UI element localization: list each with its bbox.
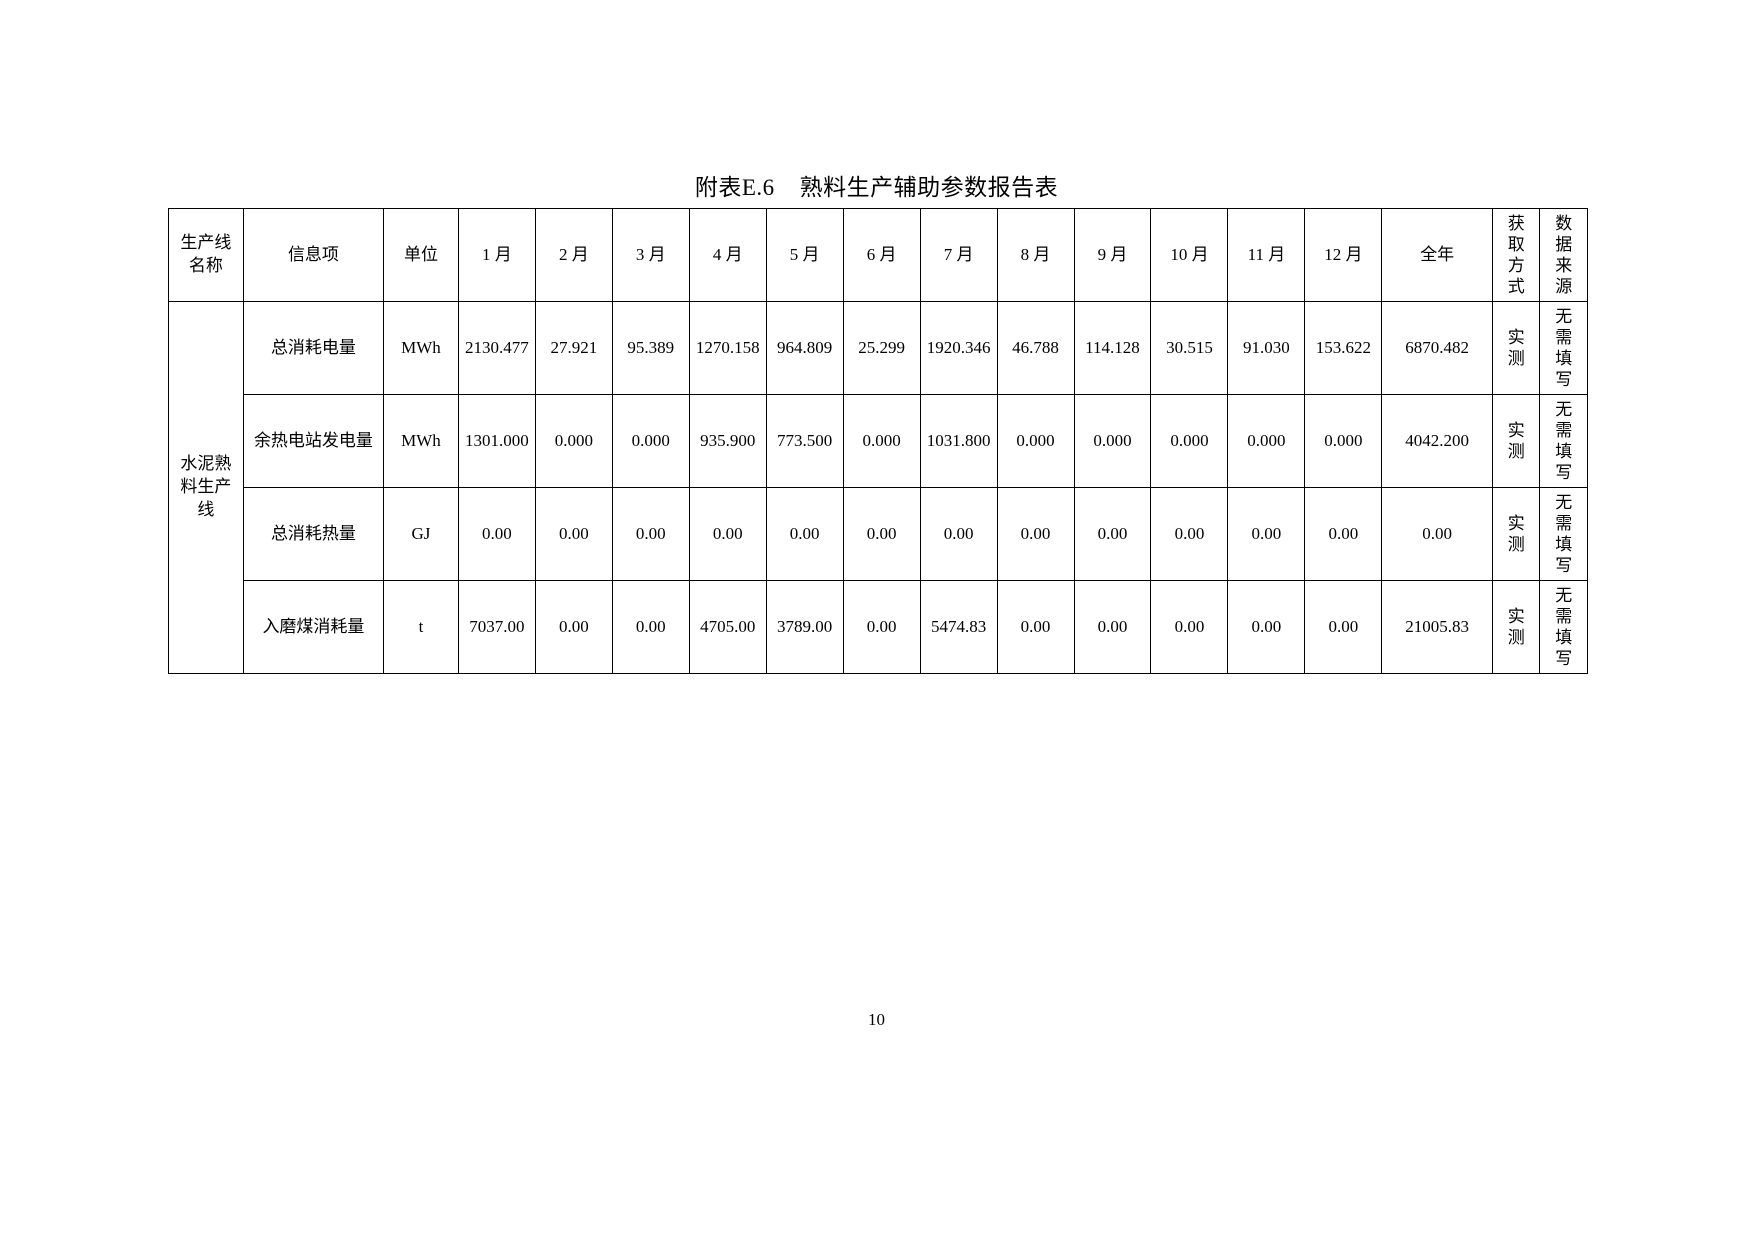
cell-month-3: 0.00 bbox=[611, 580, 690, 674]
header-month-5: 5 月 bbox=[765, 208, 844, 302]
table-body: 水泥熟料生产线 总消耗电量 MWh 2130.477 27.921 95.389… bbox=[168, 301, 1588, 674]
header-unit: 单位 bbox=[383, 208, 459, 302]
cell-month-4: 1270.158 bbox=[688, 301, 767, 395]
header-month-7: 7 月 bbox=[919, 208, 998, 302]
report-table-container: 生产线名称 信息项 单位 1 月 2 月 3 月 4 月 5 月 6 月 7 月… bbox=[168, 208, 1588, 674]
header-month-10: 10 月 bbox=[1150, 208, 1229, 302]
header-month-12: 12 月 bbox=[1304, 208, 1383, 302]
cell-month-2: 0.00 bbox=[534, 580, 613, 674]
cell-data-source: 无需填写 bbox=[1539, 394, 1588, 488]
cell-month-3: 0.00 bbox=[611, 487, 690, 581]
page-title: 附表E.6 熟料生产辅助参数报告表 bbox=[694, 175, 1059, 200]
row-info-item: 余热电站发电量 bbox=[242, 394, 385, 488]
header-info-item: 信息项 bbox=[242, 208, 385, 302]
cell-month-9: 0.00 bbox=[1073, 580, 1152, 674]
header-month-3: 3 月 bbox=[611, 208, 690, 302]
table-row: 总消耗热量 GJ 0.00 0.00 0.00 0.00 0.00 0.00 0… bbox=[169, 487, 1588, 581]
row-info-item: 入磨煤消耗量 bbox=[242, 580, 385, 674]
row-info-item: 总消耗电量 bbox=[242, 301, 385, 395]
cell-month-1: 0.00 bbox=[457, 487, 536, 581]
cell-month-2: 0.000 bbox=[534, 394, 613, 488]
cell-month-1: 7037.00 bbox=[457, 580, 536, 674]
cell-month-7: 0.00 bbox=[919, 487, 998, 581]
row-unit: GJ bbox=[383, 487, 459, 581]
cell-data-source: 无需填写 bbox=[1539, 301, 1588, 395]
cell-month-12: 0.00 bbox=[1304, 580, 1383, 674]
cell-full-year: 6870.482 bbox=[1381, 301, 1494, 395]
header-data-source: 数据来源 bbox=[1539, 208, 1588, 302]
cell-month-2: 27.921 bbox=[534, 301, 613, 395]
cell-acquisition-method: 实测 bbox=[1492, 301, 1541, 395]
cell-month-8: 0.00 bbox=[996, 580, 1075, 674]
cell-month-4: 4705.00 bbox=[688, 580, 767, 674]
cell-month-11: 91.030 bbox=[1227, 301, 1306, 395]
cell-acquisition-method: 实测 bbox=[1492, 394, 1541, 488]
cell-month-5: 964.809 bbox=[765, 301, 844, 395]
header-month-8: 8 月 bbox=[996, 208, 1075, 302]
table-header: 生产线名称 信息项 单位 1 月 2 月 3 月 4 月 5 月 6 月 7 月… bbox=[168, 208, 1588, 302]
cell-month-5: 0.00 bbox=[765, 487, 844, 581]
cell-month-9: 114.128 bbox=[1073, 301, 1152, 395]
cell-month-12: 153.622 bbox=[1304, 301, 1383, 395]
cell-month-5: 3789.00 bbox=[765, 580, 844, 674]
cell-month-4: 935.900 bbox=[688, 394, 767, 488]
cell-month-10: 0.00 bbox=[1150, 580, 1229, 674]
header-acquisition-method: 获取方式 bbox=[1492, 208, 1541, 302]
cell-month-3: 0.000 bbox=[611, 394, 690, 488]
cell-full-year: 21005.83 bbox=[1381, 580, 1494, 674]
cell-month-7: 1031.800 bbox=[919, 394, 998, 488]
cell-month-12: 0.000 bbox=[1304, 394, 1383, 488]
cell-month-1: 2130.477 bbox=[457, 301, 536, 395]
cell-month-11: 0.00 bbox=[1227, 487, 1306, 581]
cell-month-7: 5474.83 bbox=[919, 580, 998, 674]
cell-month-10: 30.515 bbox=[1150, 301, 1229, 395]
cell-acquisition-method: 实测 bbox=[1492, 580, 1541, 674]
row-unit: MWh bbox=[383, 394, 459, 488]
header-month-6: 6 月 bbox=[842, 208, 921, 302]
cell-data-source: 无需填写 bbox=[1539, 487, 1588, 581]
header-production-line: 生产线名称 bbox=[168, 208, 244, 302]
table-row: 水泥熟料生产线 总消耗电量 MWh 2130.477 27.921 95.389… bbox=[168, 301, 1588, 674]
cell-full-year: 0.00 bbox=[1381, 487, 1494, 581]
cell-month-9: 0.000 bbox=[1073, 394, 1152, 488]
page-number: 10 bbox=[868, 1010, 885, 1029]
cell-month-9: 0.00 bbox=[1073, 487, 1152, 581]
cell-month-10: 0.00 bbox=[1150, 487, 1229, 581]
cell-month-8: 46.788 bbox=[996, 301, 1075, 395]
table-row: 入磨煤消耗量 t 7037.00 0.00 0.00 4705.00 3789.… bbox=[169, 580, 1588, 674]
cell-month-10: 0.000 bbox=[1150, 394, 1229, 488]
cell-month-1: 1301.000 bbox=[457, 394, 536, 488]
table-row: 余热电站发电量 MWh 1301.000 0.000 0.000 935.900… bbox=[169, 394, 1588, 488]
cell-month-6: 0.00 bbox=[842, 580, 921, 674]
header-row: 生产线名称 信息项 单位 1 月 2 月 3 月 4 月 5 月 6 月 7 月… bbox=[168, 208, 1588, 302]
cell-full-year: 4042.200 bbox=[1381, 394, 1494, 488]
row-unit: t bbox=[383, 580, 459, 674]
cell-month-6: 0.00 bbox=[842, 487, 921, 581]
row-unit: MWh bbox=[383, 301, 459, 395]
cell-data-source: 无需填写 bbox=[1539, 580, 1588, 674]
cell-month-4: 0.00 bbox=[688, 487, 767, 581]
cell-month-11: 0.000 bbox=[1227, 394, 1306, 488]
cell-acquisition-method: 实测 bbox=[1492, 487, 1541, 581]
cell-month-11: 0.00 bbox=[1227, 580, 1306, 674]
header-month-11: 11 月 bbox=[1227, 208, 1306, 302]
cell-month-8: 0.00 bbox=[996, 487, 1075, 581]
header-full-year: 全年 bbox=[1381, 208, 1494, 302]
cell-month-6: 0.000 bbox=[842, 394, 921, 488]
cell-month-3: 95.389 bbox=[611, 301, 690, 395]
header-month-1: 1 月 bbox=[457, 208, 536, 302]
row-group-production-line: 水泥熟料生产线 bbox=[168, 301, 244, 674]
header-month-2: 2 月 bbox=[534, 208, 613, 302]
cell-month-8: 0.000 bbox=[996, 394, 1075, 488]
header-month-9: 9 月 bbox=[1073, 208, 1152, 302]
header-month-4: 4 月 bbox=[688, 208, 767, 302]
cell-month-5: 773.500 bbox=[765, 394, 844, 488]
clinker-auxiliary-parameters-table: 生产线名称 信息项 单位 1 月 2 月 3 月 4 月 5 月 6 月 7 月… bbox=[168, 208, 1588, 674]
cell-month-12: 0.00 bbox=[1304, 487, 1383, 581]
cell-month-7: 1920.346 bbox=[919, 301, 998, 395]
cell-month-6: 25.299 bbox=[842, 301, 921, 395]
cell-month-2: 0.00 bbox=[534, 487, 613, 581]
row-info-item: 总消耗热量 bbox=[242, 487, 385, 581]
